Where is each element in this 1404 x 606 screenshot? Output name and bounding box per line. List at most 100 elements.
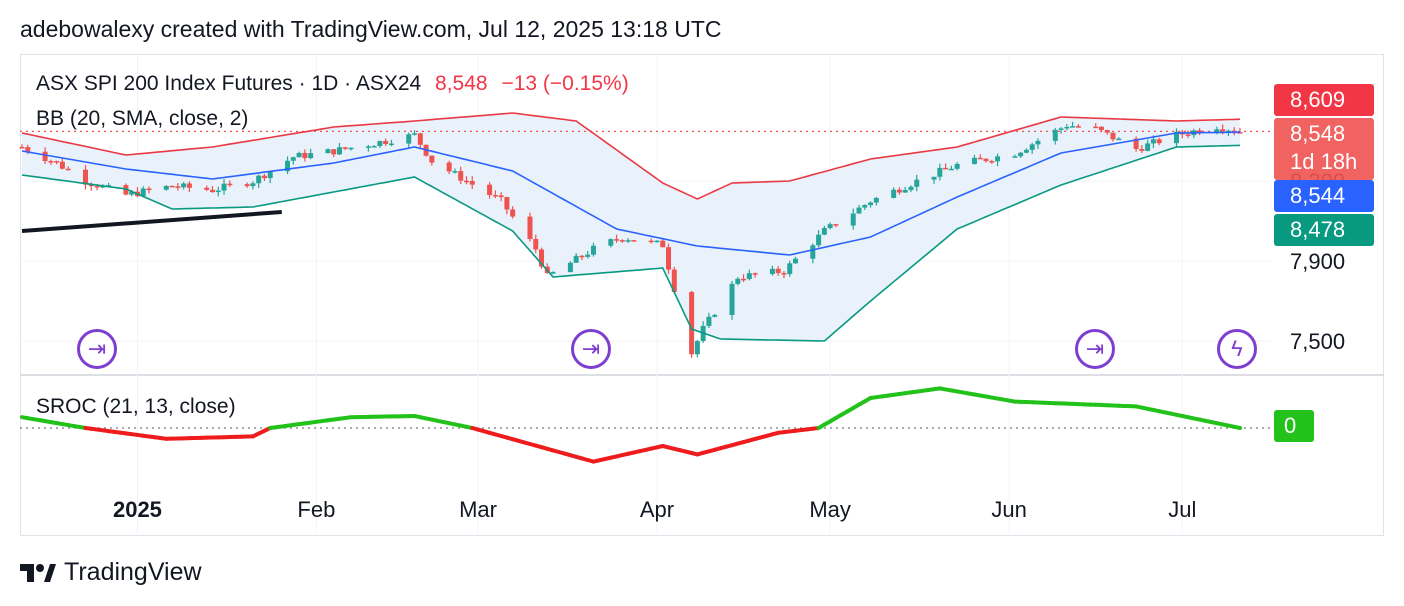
candle-body [585,254,591,257]
candle-body [983,158,989,162]
candle-body [325,149,331,154]
candle-body [417,133,423,145]
candle-body [365,146,371,148]
candle-body [256,175,262,184]
candle-body [1075,126,1081,128]
candle-body [412,133,418,135]
candle-body [775,268,781,274]
candle-body [746,273,752,279]
candle-body [873,197,879,203]
last-price-tag-value: 8,548 [1290,121,1346,146]
candle-body [550,272,556,274]
candle-body [735,278,741,284]
x-tick-label: Jul [1168,497,1196,522]
candle-body [371,146,377,148]
candle-body [648,240,654,243]
candle-body [463,180,469,183]
candle-body [377,141,383,147]
candle-body [931,176,937,180]
candle-body [19,147,25,149]
candle-body [446,162,452,172]
candle-body [1012,156,1018,158]
sroc-legend[interactable]: SROC (21, 13, close) [36,395,236,418]
candle-body [452,171,458,173]
x-tick-label: 2025 [113,497,162,522]
candle-body [729,283,735,315]
candle-body [88,184,94,187]
x-tick-label: Apr [640,497,674,522]
y-tick-label: 7,900 [1290,249,1345,274]
dividend-event-icon[interactable]: ⇥ [571,329,611,369]
candle-body [948,168,954,171]
candle-body [902,189,908,193]
candle-body [406,134,412,144]
candle-body [914,179,920,187]
candle-body [181,183,187,188]
candle-body [1174,131,1180,144]
candle-body [706,316,712,326]
symbol-legend[interactable]: ASX SPI 200 Index Futures · 1D · ASX24 8… [36,72,629,96]
candle-body [1035,140,1041,145]
x-tick-label: Jun [991,497,1026,522]
candle-body [787,263,793,275]
candle-body [1110,132,1116,140]
candle-body [850,213,856,226]
candle-body [631,240,637,242]
candle-body [383,141,389,144]
candle-body [25,147,31,152]
upper-band-tag: 8,609 [1274,84,1374,116]
candle-body [227,183,233,186]
candle-body [712,314,718,317]
candle-body [816,234,822,246]
candle-body [285,160,291,172]
candle-body [752,273,758,275]
candle-body [1197,130,1203,134]
candle-body [810,245,816,259]
candle-body [793,258,799,264]
candle-body [1093,126,1099,129]
candle-body [1058,128,1064,130]
candle-body [215,190,221,193]
lower-band-tag: 8,478 [1274,214,1374,246]
tradingview-logo[interactable]: TradingView [20,558,202,587]
candle-body [261,175,267,179]
candle-body [769,268,775,275]
candle-body [1225,130,1231,133]
chart-frame [20,54,1384,536]
candle-body [1156,139,1162,144]
bb-legend[interactable]: BB (20, SMA, close, 2) [36,107,249,130]
dividend-event-icon[interactable]: ⇥ [77,329,117,369]
candle-body [348,147,354,150]
candle-body [1133,138,1139,150]
candle-body [868,202,874,206]
candle-body [937,167,943,177]
dividend-event-icon[interactable]: ⇥ [1075,329,1115,369]
candle-body [290,157,296,161]
candle-body [336,147,342,155]
split-event-icon[interactable]: ϟ [1217,329,1257,369]
symbol-title: ASX SPI 200 Index Futures · 1D · ASX24 [36,72,422,95]
candle-body [504,197,510,210]
candle-body [1098,126,1104,131]
candle-body [908,186,914,190]
candle-body [741,278,747,281]
sroc-segment [1232,424,1242,430]
candle-body [1231,130,1237,133]
sroc-tag: 0 [1274,410,1314,442]
candle-body [1145,143,1151,151]
candle-body [510,209,516,217]
candle-body [65,168,71,171]
candle-body [1070,126,1076,128]
candle-body [163,185,169,190]
last-price-tag: 8,548 1d 18h [1274,118,1374,180]
candle-body [169,185,175,188]
candle-body [995,156,1001,162]
candle-body [492,195,498,197]
candle-body [250,183,256,187]
candle-body [943,167,949,170]
candle-body [896,189,902,193]
candle-body [1116,138,1122,141]
candle-body [827,224,833,229]
candle-body [106,185,112,187]
